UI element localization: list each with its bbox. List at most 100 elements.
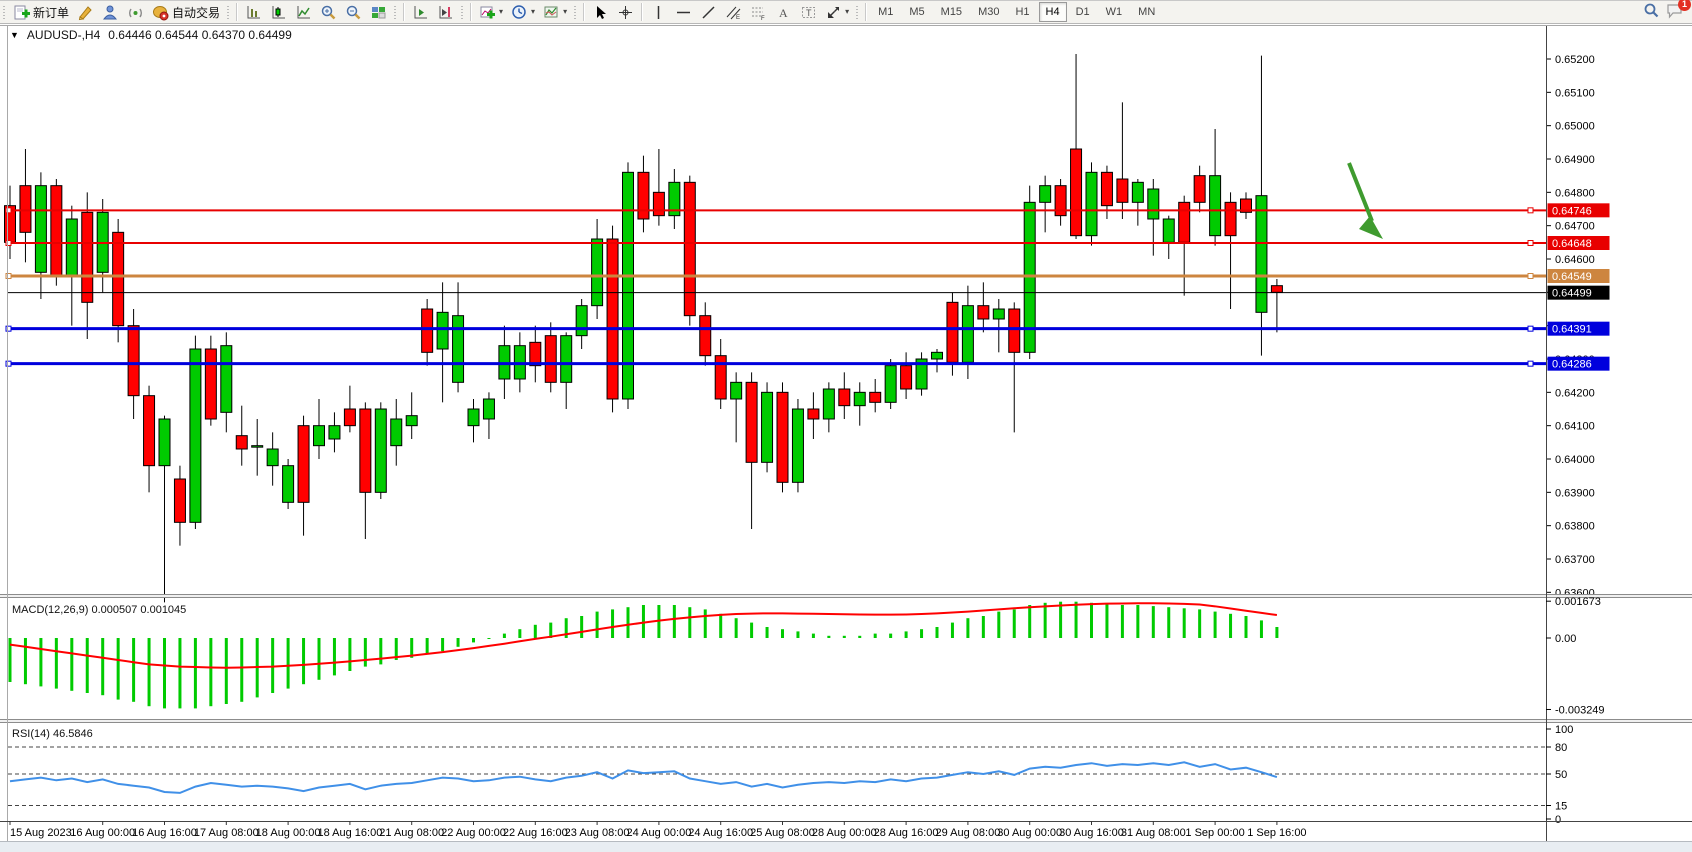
macd-scale-label: -0.003249 xyxy=(1555,704,1605,716)
text-label-tool-button[interactable]: T xyxy=(796,1,821,23)
bull-candle xyxy=(1209,175,1222,237)
time-axis-label: 17 Aug 08:00 xyxy=(194,827,259,839)
text-tool-button[interactable]: A xyxy=(771,1,796,23)
timeframe-W1[interactable]: W1 xyxy=(1105,6,1123,18)
candlestick-mode-button[interactable] xyxy=(266,1,291,23)
time-axis-label: 22 Aug 00:00 xyxy=(441,827,506,839)
macd-bar xyxy=(302,638,306,685)
price-chart[interactable]: 0.65200 0.65100 0.65000 0.64900 0.64800 0.647… xyxy=(0,23,1692,852)
chart-profiles-button[interactable] xyxy=(73,1,98,23)
indicators-icon xyxy=(479,4,496,21)
fibonacci-tool-button[interactable]: F xyxy=(746,1,771,23)
timeframe-H4[interactable]: H4 xyxy=(1038,2,1067,22)
new-order-button[interactable]: 新订单 xyxy=(9,1,73,23)
bull-candle xyxy=(405,415,418,427)
arrows-icon xyxy=(825,4,842,21)
macd-bar xyxy=(163,638,166,709)
price-tick-label: 0.65200 xyxy=(1555,54,1595,66)
annotation-arrow-head xyxy=(1359,216,1383,239)
macd-label: MACD(12,26,9) 0.000507 0.001045 xyxy=(12,604,187,616)
chevron-down-icon: ▾ xyxy=(845,7,850,16)
price-tick-label: 0.65100 xyxy=(1555,87,1595,99)
auto-scroll-button[interactable] xyxy=(408,1,433,23)
macd-bar xyxy=(209,638,213,707)
macd-bar xyxy=(641,605,645,638)
price-line-badge xyxy=(1547,321,1610,336)
macd-bar xyxy=(332,638,336,676)
arrows-tool-button[interactable]: ▾ xyxy=(821,1,853,23)
macd-bar xyxy=(178,638,182,709)
toolbar-grip[interactable] xyxy=(573,5,579,19)
templates-button[interactable]: ▾ xyxy=(539,1,571,23)
timeframe-M5[interactable]: M5 xyxy=(909,6,925,18)
cursor-tool-button[interactable] xyxy=(588,1,613,23)
bull-candle xyxy=(1085,171,1098,237)
time-axis-label: 30 Aug 16:00 xyxy=(1059,827,1124,839)
horizontal-line-tool-button[interactable] xyxy=(671,1,696,23)
vertical-line-tool-button[interactable] xyxy=(646,1,671,23)
toolbar-grip[interactable] xyxy=(226,5,232,19)
zoom-out-button[interactable] xyxy=(341,1,366,23)
timeframe-H1[interactable]: H1 xyxy=(1015,6,1030,18)
timeframe-MN[interactable]: MN xyxy=(1138,6,1156,18)
toolbar-grip[interactable] xyxy=(2,5,7,19)
chart-shift-button[interactable] xyxy=(433,1,458,23)
macd-bar xyxy=(472,638,475,643)
hline-anchor xyxy=(1527,207,1534,214)
auto-trading-button[interactable]: 自动交易 xyxy=(148,1,224,23)
zoom-in-button[interactable] xyxy=(316,1,341,23)
hline-anchor xyxy=(5,207,12,214)
time-axis-label: 21 Aug 08:00 xyxy=(379,827,444,839)
text-icon: A xyxy=(775,4,792,21)
toolbar-grip[interactable] xyxy=(393,5,399,19)
bar-chart-mode-button[interactable] xyxy=(241,1,266,23)
toolbar-grip[interactable] xyxy=(855,5,861,19)
periods-button[interactable]: ▾ xyxy=(507,1,539,23)
toolbar-grip[interactable] xyxy=(460,5,466,19)
macd-bar xyxy=(456,638,460,647)
svg-text:F: F xyxy=(761,16,765,21)
tile-windows-button[interactable] xyxy=(366,1,391,23)
market-watch-button[interactable] xyxy=(98,1,123,23)
macd-bar xyxy=(23,638,27,685)
price-line-badge xyxy=(1547,356,1610,371)
timeframe-D1[interactable]: D1 xyxy=(1075,6,1090,18)
macd-bar xyxy=(1105,603,1109,638)
cursor-icon xyxy=(592,4,609,21)
candlestick-chart-icon xyxy=(270,4,287,21)
svg-text:T: T xyxy=(806,8,812,18)
trendline-tool-button[interactable] xyxy=(696,1,721,23)
timeframe-M30[interactable]: M30 xyxy=(978,6,1000,18)
hline-anchor xyxy=(1527,325,1534,332)
time-axis-label: 24 Aug 16:00 xyxy=(688,827,753,839)
macd-signal-line xyxy=(9,602,1278,669)
bull-candle xyxy=(158,418,171,467)
bear-candle xyxy=(544,335,557,383)
bear-candle xyxy=(529,341,542,367)
search-icon[interactable] xyxy=(1643,2,1660,22)
price-line-badge-label: 0.64499 xyxy=(1552,288,1592,300)
chart-window[interactable]: 0.65200 0.65100 0.65000 0.64900 0.64800 0.647… xyxy=(0,23,1692,852)
bull-candle xyxy=(313,425,325,447)
notifications-button[interactable]: 1 xyxy=(1666,0,1691,22)
symbol-dropdown-icon[interactable]: ▼ xyxy=(10,30,19,40)
crosshair-tool-button[interactable] xyxy=(613,1,638,23)
macd-bar xyxy=(1028,605,1032,638)
price-tick-label: 0.65000 xyxy=(1555,121,1595,133)
price-line-badge xyxy=(1547,285,1610,300)
line-chart-mode-button[interactable] xyxy=(291,1,316,23)
macd-bar xyxy=(626,607,630,638)
timeframe-toolbar: M1 M5 M15 M30 H1 H4 D1 W1 MN xyxy=(870,2,1163,22)
signals-button[interactable] xyxy=(123,1,148,23)
indicators-button[interactable]: ▾ xyxy=(475,1,507,23)
timeframe-M15[interactable]: M15 xyxy=(940,6,963,18)
bull-candle xyxy=(374,408,387,493)
macd-bar xyxy=(811,633,815,638)
macd-bar xyxy=(549,622,553,638)
macd-bar xyxy=(518,629,522,638)
bull-candle xyxy=(482,398,495,420)
channel-tool-button[interactable]: E xyxy=(721,1,746,23)
timeframe-M1[interactable]: M1 xyxy=(878,6,894,18)
macd-bar xyxy=(533,624,537,638)
macd-bar xyxy=(750,622,754,638)
